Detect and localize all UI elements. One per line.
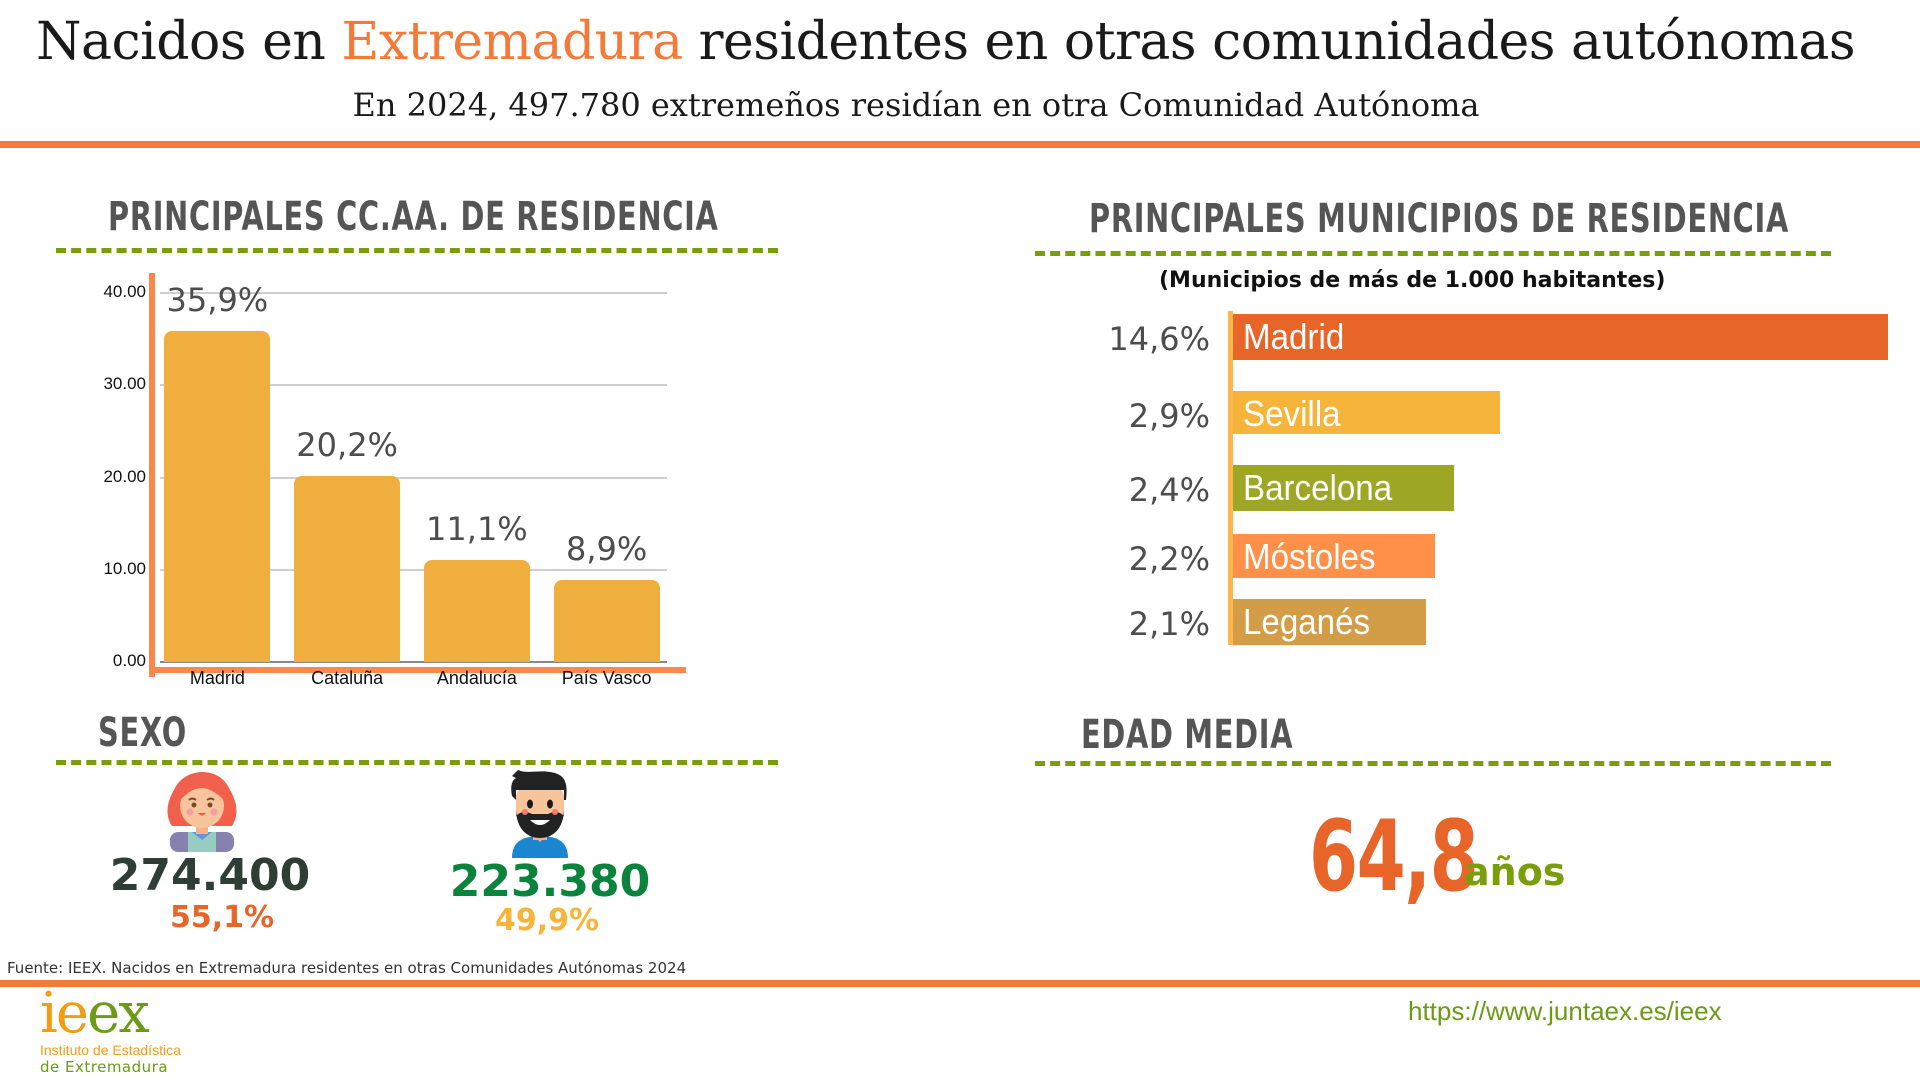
- municipios-note: (Municipios de más de 1.000 habitantes): [1159, 268, 1666, 293]
- bar-data-label: 20,2%: [296, 425, 398, 464]
- title-prefix: Nacidos en: [36, 12, 342, 72]
- edad-media-unit: años: [1464, 850, 1566, 894]
- y-axis-line: [149, 273, 155, 677]
- title-suffix: residentes en otras comunidades autónoma…: [682, 12, 1856, 72]
- hbar-madrid: [1233, 314, 1888, 360]
- ccaa-section-title: PRINCIPALES CC.AA. DE RESIDENCIA: [108, 194, 719, 240]
- y-tick-label: 10.00: [103, 558, 146, 578]
- hbar-category-label: Móstoles: [1243, 536, 1376, 577]
- header-divider: [0, 141, 1920, 148]
- y-tick-label: 30.00: [103, 374, 146, 394]
- hbar-barcelona: [1233, 465, 1454, 511]
- edad-media-value: 64,8: [1309, 800, 1479, 914]
- baseline: [160, 661, 667, 663]
- logo-ie: ie: [40, 981, 89, 1046]
- page-subtitle: En 2024, 497.780 extremeños residían en …: [352, 86, 1480, 124]
- bar-catalu-a: [294, 475, 401, 662]
- bar-madrid: [164, 330, 271, 662]
- ccaa-bar-chart: 35,9% 20,2% 11,1% 8,9% Madrid Cataluña A…: [0, 0, 800, 700]
- hombres-count: 223.380: [449, 856, 651, 907]
- hbar-category-label: Barcelona: [1243, 467, 1393, 508]
- gridline: [160, 384, 667, 387]
- ccaa-section-divider: [56, 248, 778, 253]
- municipios-axis-line: [1228, 311, 1233, 645]
- x-axis-line: [149, 667, 686, 673]
- ieex-logo-wordmark: ieex: [40, 986, 181, 1042]
- x-tick-label: País Vasco: [561, 668, 652, 688]
- gridline: [160, 476, 667, 479]
- hbar-data-label: 2,4%: [1128, 471, 1210, 509]
- bar-data-label: 11,1%: [426, 509, 528, 548]
- bar-pa-s-vasco: [553, 579, 660, 662]
- mujeres-count: 274.400: [109, 850, 311, 901]
- municipios-section-title: PRINCIPALES MUNICIPIOS DE RESIDENCIA: [1089, 196, 1789, 242]
- gridline: [160, 292, 667, 294]
- hbar-data-label: 2,2%: [1128, 540, 1210, 578]
- hbar-sevilla: [1233, 391, 1500, 434]
- y-tick-label: 20.00: [103, 466, 146, 486]
- bar-data-label: 35,9%: [166, 280, 269, 319]
- hbar-data-label: 14,6%: [1108, 320, 1210, 358]
- logo-region-line: de Extremadura: [40, 1058, 169, 1076]
- woman-avatar-icon: [160, 770, 244, 852]
- x-tick-label: Madrid: [189, 668, 245, 688]
- edad-section-divider: [1035, 761, 1831, 766]
- x-tick-label: Cataluña: [311, 668, 384, 688]
- mujeres-percent: 55,1%: [169, 900, 275, 935]
- sexo-section-divider: [56, 760, 778, 765]
- ieex-logo: ieex Instituto de Estadística de Extrema…: [40, 986, 181, 1077]
- page-title: Nacidos en Extremadura residentes en otr…: [0, 12, 1920, 72]
- logo-ex: ex: [87, 981, 150, 1046]
- y-tick-label: 0.00: [112, 651, 146, 670]
- hbar-category-label: Sevilla: [1243, 393, 1341, 434]
- source-note: Fuente: IEEX. Nacidos en Extremadura res…: [7, 959, 687, 977]
- ieex-website-link[interactable]: https://www.juntaex.es/ieex: [1408, 996, 1722, 1026]
- municipios-bar-chart: 14,6% 2,9% 2,4% 2,2% 2,1% Madrid Sevilla…: [1108, 311, 1888, 645]
- y-tick-label: 40.00: [103, 282, 146, 301]
- hbar-data-label: 2,9%: [1128, 397, 1210, 435]
- municipios-section-divider: [1035, 251, 1831, 256]
- logo-institute-line: Instituto de Estadística: [40, 1042, 181, 1058]
- hbar-category-label: Madrid: [1243, 316, 1345, 357]
- x-tick-label: Andalucía: [436, 668, 517, 688]
- hbar-category-label: Leganés: [1243, 601, 1371, 642]
- hombres-percent: 49,9%: [494, 903, 600, 938]
- sexo-section-title: SEXO: [98, 710, 187, 756]
- title-highlight: Extremadura: [341, 12, 683, 72]
- gridline: [160, 568, 667, 571]
- bar-data-label: 8,9%: [565, 529, 648, 568]
- hbar-mostoles: [1233, 534, 1436, 578]
- man-avatar-icon: [508, 770, 572, 858]
- edad-section-title: EDAD MEDIA: [1081, 712, 1294, 758]
- footer-divider: [0, 980, 1920, 987]
- hbar-data-label: 2,1%: [1128, 605, 1210, 643]
- hbar-leganes: [1233, 599, 1427, 645]
- bar-andaluc-a: [423, 559, 530, 662]
